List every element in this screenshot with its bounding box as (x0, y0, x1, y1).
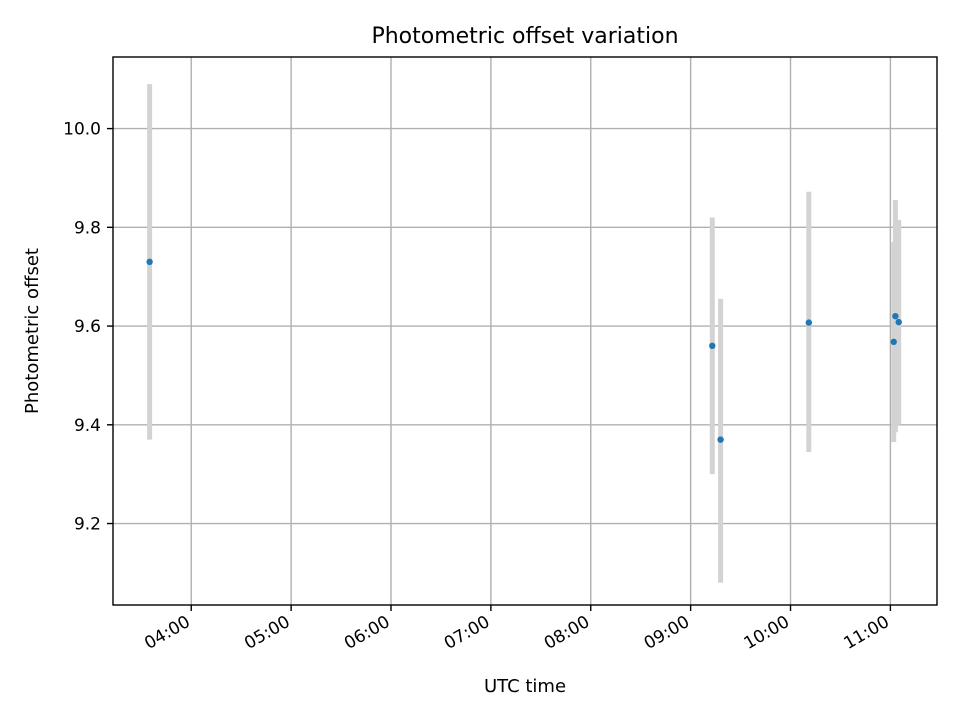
data-point (892, 312, 899, 320)
y-tick-label: 9.2 (74, 515, 101, 535)
data-point (890, 338, 897, 346)
x-tick-label: 07:00 (441, 612, 493, 654)
y-tick-label: 10.0 (63, 120, 101, 140)
y-axis-label: Photometric offset (22, 248, 43, 414)
y-tick-label: 9.6 (74, 317, 101, 337)
x-tick-label: 10:00 (741, 612, 793, 654)
x-tick-label: 11:00 (840, 612, 892, 654)
y-tick-label: 9.8 (74, 218, 101, 238)
x-tick-label: 09:00 (641, 612, 693, 654)
chart-title: Photometric offset variation (371, 24, 678, 49)
data-point (895, 318, 902, 326)
data-point (146, 258, 153, 266)
x-tick-label: 04:00 (141, 612, 193, 654)
x-tick-label: 06:00 (341, 612, 393, 654)
data-point (709, 342, 716, 350)
y-axis-ticks: 9.2 9.4 9.6 9.8 10.0 (63, 120, 113, 535)
x-tick-label: 08:00 (541, 612, 593, 654)
data-point (805, 319, 813, 326)
y-tick-label: 9.4 (74, 416, 101, 436)
x-axis-ticks: 04:00 05:00 06:00 07:00 08:00 09:00 10:00 11:00 (141, 605, 893, 654)
data-point (717, 436, 724, 443)
error-bars (147, 84, 902, 583)
data-points (146, 258, 902, 443)
x-axis-label: UTC time (484, 676, 566, 697)
plot-frame (112, 56, 938, 606)
grid (113, 57, 937, 605)
x-tick-label: 05:00 (241, 612, 293, 654)
